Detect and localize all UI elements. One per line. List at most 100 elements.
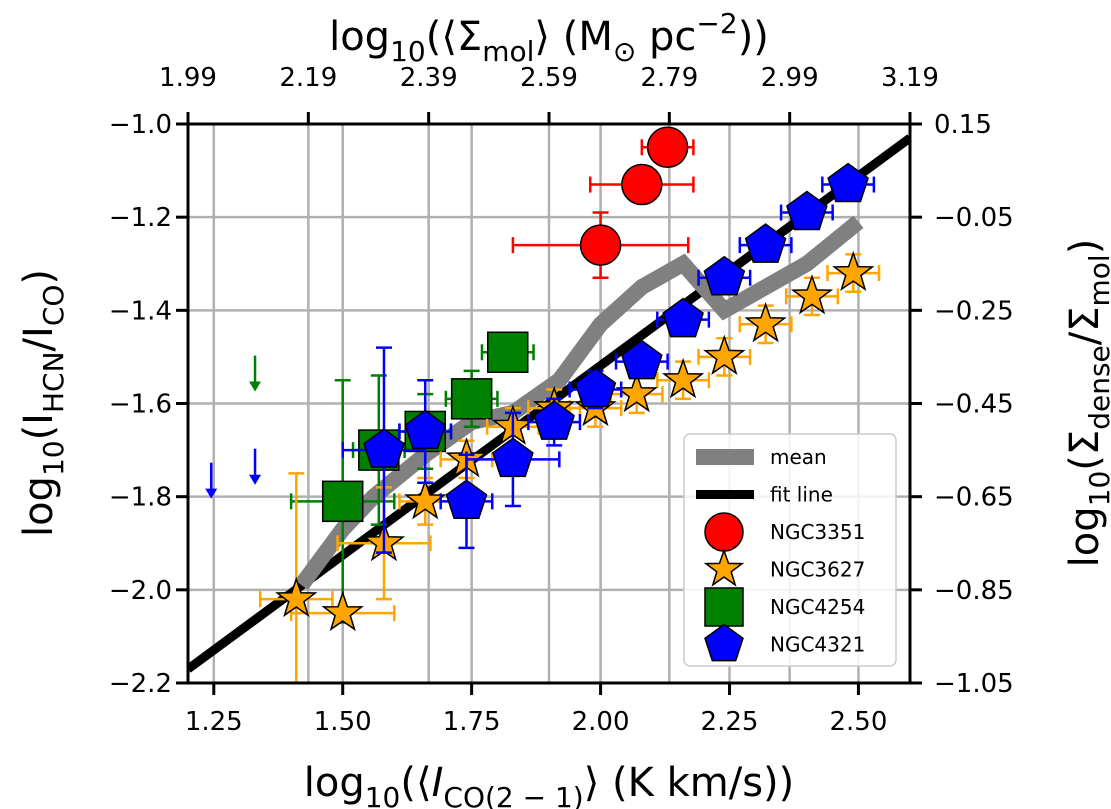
axis-title-part: log: [329, 14, 390, 60]
axis-title-part: mol: [482, 35, 534, 68]
y-tick-label: −2.2: [109, 669, 172, 699]
axis-title-part: dense: [1083, 345, 1111, 430]
axis-title-part: log: [16, 476, 62, 537]
axis-title-part: /Σ: [1062, 306, 1108, 345]
top-tick-label: 1.99: [159, 63, 217, 93]
marker-pentagon: [704, 623, 744, 662]
marker-star: [615, 371, 658, 413]
top-tick-label: 2.19: [279, 63, 337, 93]
axis-title-part: /I: [16, 326, 62, 351]
right-tick-label: −0.45: [934, 390, 1014, 420]
marker-pentagon: [574, 367, 617, 408]
legend-label: NGC4321: [770, 633, 865, 657]
axis-title-part: (I: [16, 413, 62, 440]
y-tick-label: −1.4: [109, 296, 172, 326]
marker-pentagon: [744, 223, 787, 263]
right-tick-label: −0.05: [934, 203, 1014, 233]
marker-square: [486, 331, 529, 374]
axis-title-part: ): [1062, 239, 1108, 255]
right-tick-label: 0.15: [934, 110, 992, 140]
right-axis-title: log10(Σdense/Σmol): [1062, 239, 1111, 568]
axis-title-part: log: [1062, 506, 1108, 567]
marker-star: [661, 357, 705, 399]
marker-star: [404, 479, 447, 520]
axis-title-part: CO: [37, 285, 70, 327]
marker-star: [275, 576, 318, 618]
y-tick-label: −1.8: [109, 483, 172, 513]
marker-pentagon: [404, 409, 447, 450]
x-tick-label: 1.50: [314, 707, 372, 737]
upper-limit-arrowhead: [205, 488, 218, 499]
top-tick-label: 2.79: [640, 63, 698, 93]
y-tick-label: −1.2: [109, 203, 172, 233]
marker-circle: [646, 126, 689, 169]
x-tick-label: 2.50: [829, 707, 887, 737]
axis-title-part: ): [16, 269, 62, 285]
marker-pentagon: [786, 190, 828, 231]
legend-label: NGC3351: [770, 520, 865, 544]
x-tick-label: 1.25: [185, 707, 243, 737]
axis-title-part: I: [432, 760, 444, 806]
x-tick-label: 1.75: [443, 707, 501, 737]
marker-star: [703, 548, 745, 587]
marker-pentagon: [827, 162, 869, 203]
top-tick-label: 3.19: [881, 63, 939, 93]
marker-circle: [579, 224, 622, 266]
right-tick-label: −1.05: [934, 669, 1014, 699]
plot-area: [188, 126, 910, 683]
x-tick-label: 2.00: [572, 707, 630, 737]
marker-circle: [704, 512, 744, 552]
axis-title-part: −2: [696, 7, 737, 40]
marker-star: [703, 334, 746, 375]
axis-title-part: )): [738, 14, 769, 60]
y-axis-title: log10(IHCN/ICO): [16, 269, 70, 537]
mean-line: [295, 215, 864, 590]
legend-label: mean: [770, 445, 827, 469]
marker-square: [704, 587, 744, 627]
marker-pentagon: [363, 428, 405, 468]
marker-star: [744, 302, 787, 343]
y-tick-label: −2.0: [109, 576, 172, 606]
marker-pentagon: [621, 339, 663, 380]
axis-title-part: (Σ: [1062, 430, 1108, 471]
upper-limit-arrowhead: [249, 381, 262, 392]
axis-title-part: (⟨: [400, 760, 431, 806]
marker-pentagon: [703, 255, 746, 296]
marker-circle: [621, 163, 663, 206]
top-tick-label: 2.99: [761, 63, 819, 93]
right-tick-label: −0.25: [934, 296, 1014, 326]
marker-pentagon: [445, 479, 488, 520]
legend-label: NGC3627: [770, 558, 865, 582]
marker-star: [790, 274, 834, 315]
y-tick-label: −1.0: [109, 110, 172, 140]
axis-title-part: CO(2 − 1): [443, 781, 583, 809]
marker-pentagon: [533, 400, 575, 440]
axis-labels: log10(⟨ICO(2 − 1)⟩ (K km/s))log10(⟨Σmol⟩…: [16, 7, 1111, 809]
marker-star: [832, 250, 875, 292]
axis-title-part: log: [304, 760, 365, 806]
right-tick-label: −0.85: [934, 576, 1014, 606]
axis-title-part: (⟨Σ: [426, 14, 482, 60]
top-axis-title: log10(⟨Σmol⟩ (M⊙ pc−2)): [329, 7, 769, 68]
axis-title-part: ⟩ (M: [534, 14, 612, 60]
right-tick-label: −0.65: [934, 483, 1014, 513]
top-tick-label: 2.39: [400, 63, 458, 93]
x-axis-title: log10(⟨ICO(2 − 1)⟩ (K km/s)): [304, 760, 795, 809]
marker-square: [450, 378, 493, 420]
axis-title-part: 10: [37, 440, 70, 476]
upper-limit-arrowhead: [249, 474, 262, 485]
axis-title-part: HCN: [37, 351, 70, 413]
marker-star: [321, 590, 364, 632]
series-ngc4321: [341, 162, 876, 554]
legend: mean fit line NGC3351 NGC3627 NGC4254 NGC4321: [683, 433, 897, 667]
axis-title-part: pc: [636, 14, 696, 60]
axis-title-part: ⟩ (K km/s)): [584, 760, 795, 806]
legend-label: fit line: [770, 483, 833, 507]
x-tick-label: 2.25: [701, 707, 759, 737]
top-tick-label: 2.59: [520, 63, 578, 93]
series-ngc4254: [289, 331, 535, 624]
series-ngc3351: [511, 126, 695, 279]
axis-title-part: ⊙: [613, 35, 636, 68]
axis-title-part: 10: [390, 35, 426, 68]
